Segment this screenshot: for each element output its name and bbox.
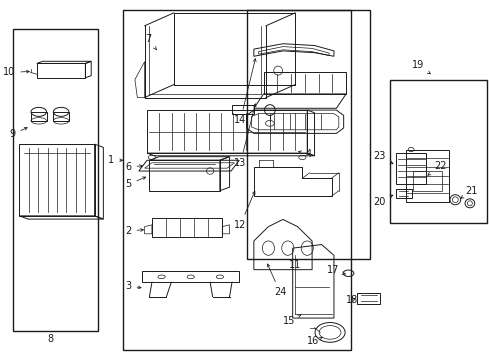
Text: 2: 2 xyxy=(125,226,144,236)
Text: 21: 21 xyxy=(461,186,477,198)
Bar xyxy=(246,10,370,259)
Text: 17: 17 xyxy=(327,265,345,275)
Text: 20: 20 xyxy=(373,195,393,207)
Text: 6: 6 xyxy=(125,162,143,172)
Text: 7: 7 xyxy=(146,35,156,50)
Text: 10: 10 xyxy=(3,67,29,77)
Bar xyxy=(396,153,426,184)
Text: 14: 14 xyxy=(234,59,256,125)
Text: 16: 16 xyxy=(307,336,322,346)
Bar xyxy=(357,293,380,304)
Text: 12: 12 xyxy=(234,191,255,230)
Bar xyxy=(123,10,351,350)
Text: 4: 4 xyxy=(298,149,312,159)
Text: 13: 13 xyxy=(234,104,256,168)
Text: 18: 18 xyxy=(346,295,358,305)
Text: 8: 8 xyxy=(47,333,53,343)
Text: 9: 9 xyxy=(9,127,27,139)
Bar xyxy=(390,80,487,223)
Text: 15: 15 xyxy=(283,315,301,325)
Text: 3: 3 xyxy=(125,281,141,291)
Text: 22: 22 xyxy=(428,161,446,175)
Bar xyxy=(396,189,412,198)
Text: 1: 1 xyxy=(108,155,122,165)
Text: 5: 5 xyxy=(125,177,146,189)
Text: 23: 23 xyxy=(373,150,393,164)
Bar xyxy=(232,105,254,114)
Bar xyxy=(413,171,442,191)
Text: 24: 24 xyxy=(268,264,286,297)
Bar xyxy=(13,30,98,330)
Text: 19: 19 xyxy=(412,60,430,74)
Text: 11: 11 xyxy=(289,260,301,270)
